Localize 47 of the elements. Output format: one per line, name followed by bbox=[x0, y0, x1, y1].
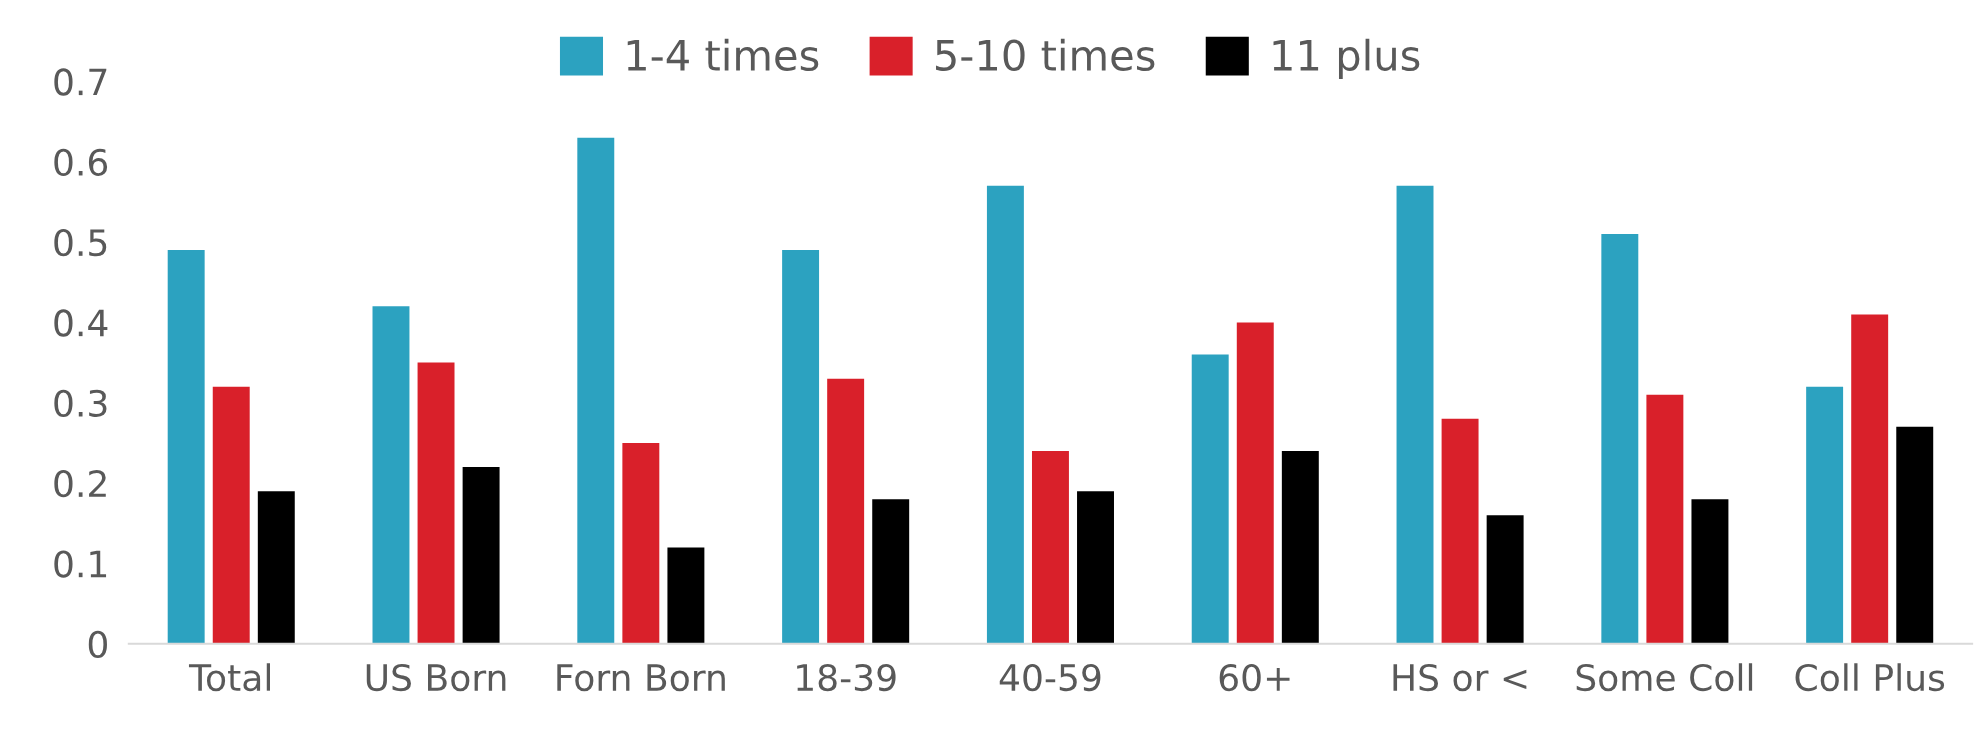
legend-label: 5-10 times bbox=[936, 38, 1155, 72]
bar bbox=[577, 137, 615, 644]
bar bbox=[167, 250, 205, 644]
x-tick-label: Total bbox=[188, 663, 271, 692]
x-tick-label: HS or < bbox=[1393, 663, 1527, 692]
x-tick-label: 18-39 bbox=[797, 663, 896, 692]
bar bbox=[872, 499, 910, 644]
y-tick-label: 0.5 bbox=[54, 229, 107, 257]
bar bbox=[1851, 314, 1889, 644]
y-tick-label: 0.7 bbox=[54, 68, 107, 96]
y-tick-label: 0.4 bbox=[54, 309, 108, 337]
y-tick-label: 0.3 bbox=[54, 389, 107, 417]
bar bbox=[212, 386, 250, 644]
x-tick-label: 60+ bbox=[1219, 663, 1290, 692]
x-tick-label: Forn Born bbox=[557, 664, 725, 692]
bar bbox=[462, 467, 500, 644]
bar bbox=[1486, 515, 1524, 644]
bar bbox=[257, 491, 295, 644]
bar bbox=[1191, 354, 1229, 644]
bar bbox=[1031, 450, 1069, 644]
bar bbox=[986, 185, 1024, 644]
bar bbox=[1236, 322, 1274, 644]
y-tick-label: 0 bbox=[88, 630, 107, 659]
bar bbox=[782, 250, 820, 644]
bar bbox=[827, 378, 865, 644]
x-tick-label: Coll Plus bbox=[1795, 663, 1945, 692]
legend-label: 1-4 times bbox=[627, 38, 819, 72]
bar bbox=[1077, 491, 1114, 644]
bar bbox=[1806, 386, 1844, 644]
y-tick-label: 0.1 bbox=[54, 550, 107, 578]
bar bbox=[417, 362, 455, 644]
bar bbox=[1441, 418, 1479, 644]
bar bbox=[1646, 394, 1684, 644]
bar bbox=[667, 547, 705, 644]
bar bbox=[1281, 450, 1319, 644]
bar bbox=[372, 306, 410, 644]
x-tick-label: US Born bbox=[366, 663, 506, 692]
legend-label: 11 plus bbox=[1273, 38, 1420, 80]
bar bbox=[1601, 234, 1639, 644]
y-tick-label: 0.6 bbox=[54, 148, 108, 176]
bar bbox=[1896, 426, 1934, 644]
x-tick-label: Some Coll bbox=[1576, 663, 1753, 692]
bar bbox=[1691, 499, 1729, 644]
bar bbox=[622, 442, 660, 644]
x-tick-label: 40-59 bbox=[999, 663, 1101, 692]
bar bbox=[1396, 185, 1434, 644]
y-tick-label: 0.2 bbox=[54, 470, 106, 498]
